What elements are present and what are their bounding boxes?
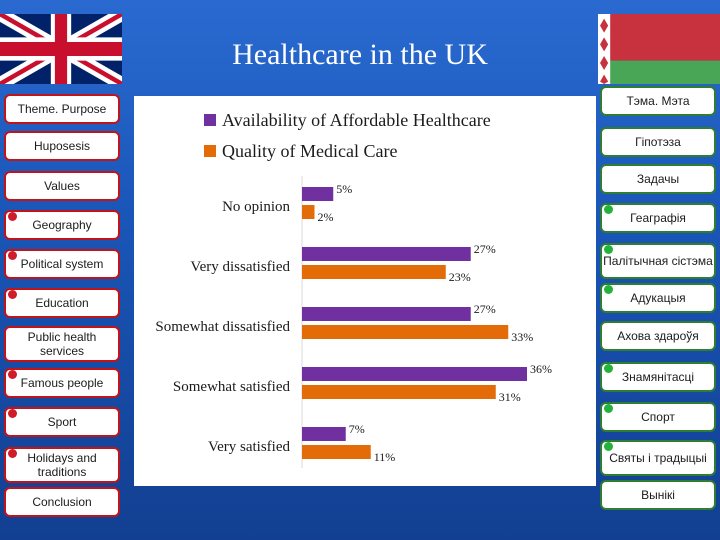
right-nav-7[interactable]: Знамянітасці <box>600 362 716 392</box>
left-nav-0[interactable]: Theme. Purpose <box>4 94 120 124</box>
left-nav-bullet-icon <box>8 212 17 221</box>
bar-1-1 <box>302 265 446 279</box>
right-nav-9[interactable]: Святы і традыцыі <box>600 440 716 476</box>
right-nav-10[interactable]: Вынікі <box>600 480 716 510</box>
left-nav-10[interactable]: Conclusion <box>4 487 120 517</box>
left-nav-bullet-icon <box>8 251 17 260</box>
legend-swatch-0 <box>204 114 216 126</box>
data-label: 7% <box>349 422 365 436</box>
right-nav-0[interactable]: Тэма. Мэта <box>600 86 716 116</box>
data-label: 11% <box>374 450 396 464</box>
bar-0-1 <box>302 247 471 261</box>
bar-1-0 <box>302 205 315 219</box>
bar-0-3 <box>302 367 527 381</box>
left-nav-7[interactable]: Famous people <box>4 368 120 398</box>
data-label: 23% <box>449 270 471 284</box>
left-nav-5[interactable]: Education <box>4 288 120 318</box>
right-nav-bullet-icon <box>604 245 613 254</box>
right-nav-6[interactable]: Ахова здароўя <box>600 321 716 351</box>
bar-chart: Availability of Affordable Healthcare Qua… <box>155 110 552 468</box>
legend-label-1: Quality of Medical Care <box>222 141 397 161</box>
left-nav-bullet-icon <box>8 370 17 379</box>
left-nav-1[interactable]: Huposesis <box>4 131 120 161</box>
data-label: 27% <box>474 242 496 256</box>
legend-swatch-1 <box>204 145 216 157</box>
data-label: 27% <box>474 302 496 316</box>
left-nav-8[interactable]: Sport <box>4 407 120 437</box>
right-nav-bullet-icon <box>604 442 613 451</box>
category-label: Somewhat satisfied <box>173 379 291 395</box>
right-nav-2[interactable]: Задачы <box>600 164 716 194</box>
right-nav-bullet-icon <box>604 205 613 214</box>
left-nav-bullet-icon <box>8 409 17 418</box>
belarus-flag-icon <box>598 14 720 84</box>
right-nav-bullet-icon <box>604 404 613 413</box>
bar-1-3 <box>302 385 496 399</box>
left-nav-9[interactable]: Holidays and traditions <box>4 447 120 483</box>
right-nav-bullet-icon <box>604 285 613 294</box>
uk-flag-icon <box>0 14 122 84</box>
right-nav-1[interactable]: Гіпотэза <box>600 127 716 157</box>
bar-0-0 <box>302 187 334 201</box>
category-label: Very dissatisfied <box>190 259 290 275</box>
category-label: Somewhat dissatisfied <box>155 319 290 335</box>
bar-1-4 <box>302 445 371 459</box>
bar-0-4 <box>302 427 346 441</box>
right-nav-4[interactable]: Палітычная сістэма <box>600 243 716 279</box>
category-label: No opinion <box>222 199 290 215</box>
data-label: 5% <box>336 182 352 196</box>
bar-1-2 <box>302 325 509 339</box>
left-nav-bullet-icon <box>8 449 17 458</box>
left-nav-4[interactable]: Political system <box>4 249 120 279</box>
chart-panel: Availability of Affordable Healthcare Qua… <box>134 96 596 486</box>
right-nav-3[interactable]: Геаграфія <box>600 203 716 233</box>
category-label: Very satisfied <box>208 439 291 455</box>
left-nav-6[interactable]: Public health services <box>4 326 120 362</box>
data-label: 2% <box>318 210 334 224</box>
bar-0-2 <box>302 307 471 321</box>
right-nav-5[interactable]: Адукацыя <box>600 283 716 313</box>
left-nav-2[interactable]: Values <box>4 171 120 201</box>
data-label: 31% <box>499 390 521 404</box>
data-label: 36% <box>530 362 552 376</box>
left-nav-bullet-icon <box>8 290 17 299</box>
data-label: 33% <box>511 330 533 344</box>
legend-label-0: Availability of Affordable Healthcare <box>222 110 491 130</box>
right-nav-bullet-icon <box>604 364 613 373</box>
page-title: Healthcare in the UK <box>232 38 488 71</box>
left-nav-3[interactable]: Geography <box>4 210 120 240</box>
right-nav-8[interactable]: Спорт <box>600 402 716 432</box>
